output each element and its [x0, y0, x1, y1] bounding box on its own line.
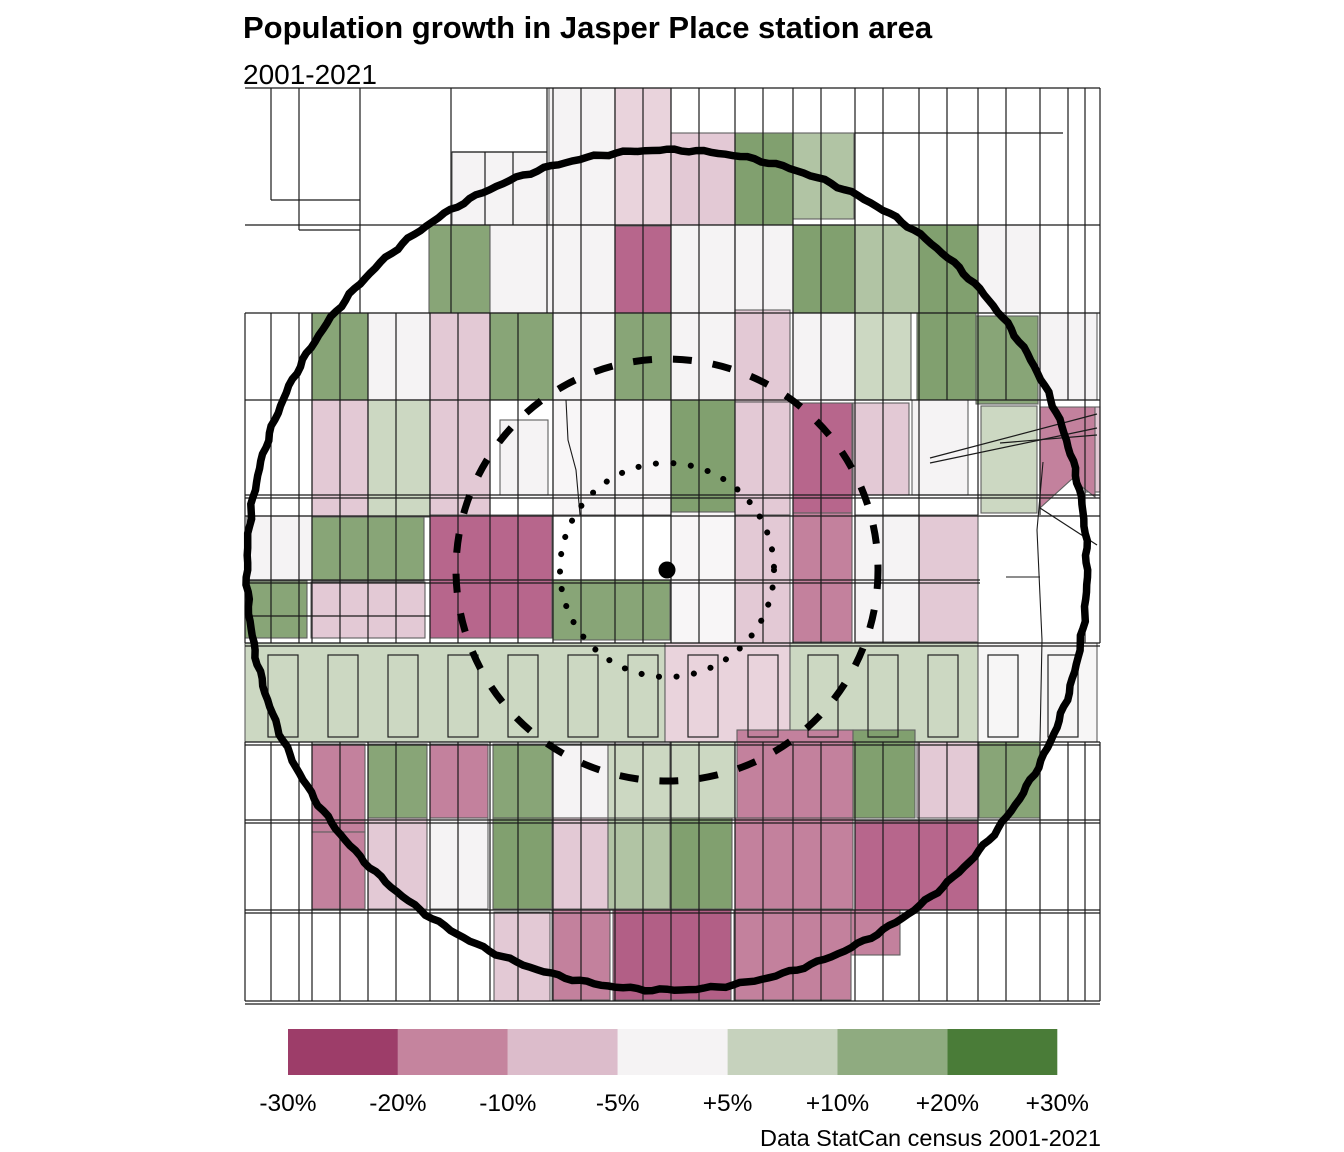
svg-text:Population growth in Jasper Pl: Population growth in Jasper Place statio… — [243, 10, 933, 45]
svg-text:Data StatCan census 2001-2021: Data StatCan census 2001-2021 — [760, 1125, 1101, 1151]
svg-text:+5%: +5% — [703, 1090, 753, 1117]
svg-text:+30%: +30% — [1026, 1090, 1089, 1117]
svg-text:+10%: +10% — [806, 1090, 869, 1117]
svg-text:-20%: -20% — [369, 1090, 426, 1117]
svg-text:-30%: -30% — [259, 1090, 316, 1117]
svg-text:2001-2021: 2001-2021 — [243, 59, 377, 90]
svg-text:-10%: -10% — [479, 1090, 536, 1117]
svg-text:-5%: -5% — [596, 1090, 640, 1117]
svg-text:+20%: +20% — [916, 1090, 979, 1117]
